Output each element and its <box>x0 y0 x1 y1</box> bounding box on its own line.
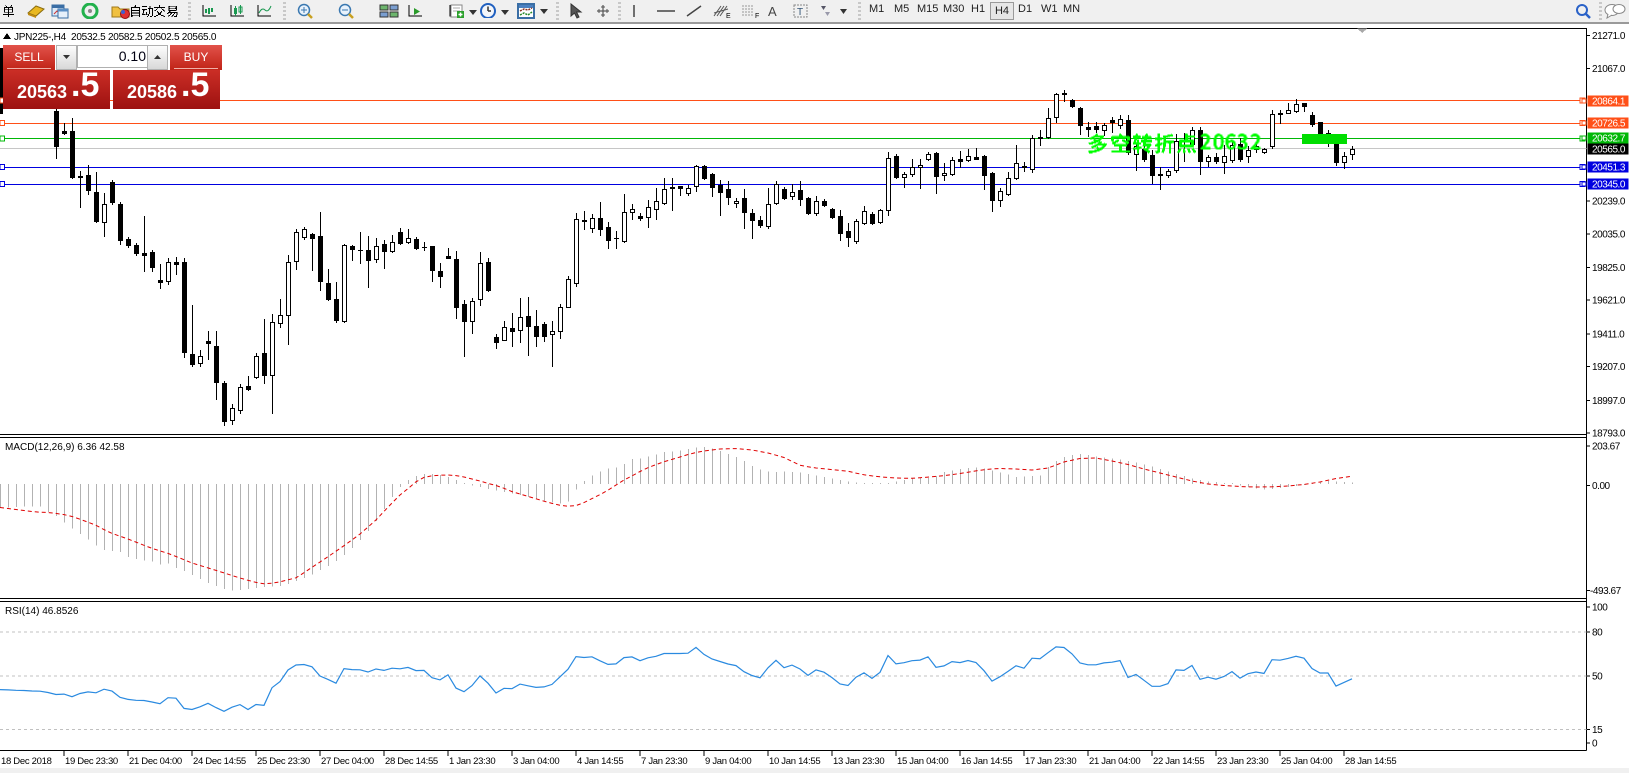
svg-text:MACD(12,26,9) 6.36 42.58: MACD(12,26,9) 6.36 42.58 <box>5 442 125 453</box>
svg-text:24 Dec 14:55: 24 Dec 14:55 <box>193 756 246 767</box>
svg-text:0: 0 <box>1592 739 1598 750</box>
svg-text:20451.3: 20451.3 <box>1592 163 1626 174</box>
svg-text:21 Dec 04:00: 21 Dec 04:00 <box>129 756 182 767</box>
svg-text:20864.1: 20864.1 <box>1592 96 1626 107</box>
svg-text:18 Dec 2018: 18 Dec 2018 <box>1 756 52 767</box>
svg-text:27 Dec 04:00: 27 Dec 04:00 <box>321 756 374 767</box>
svg-text:18997.0: 18997.0 <box>1592 396 1626 407</box>
svg-text:19 Dec 23:30: 19 Dec 23:30 <box>65 756 118 767</box>
svg-text:21271.0: 21271.0 <box>1592 31 1626 42</box>
svg-text:21067.0: 21067.0 <box>1592 64 1626 75</box>
svg-text:10 Jan 14:55: 10 Jan 14:55 <box>769 756 820 767</box>
svg-text:1 Jan 23:30: 1 Jan 23:30 <box>449 756 495 767</box>
svg-text:19825.0: 19825.0 <box>1592 263 1626 274</box>
svg-text:15: 15 <box>1592 725 1603 736</box>
svg-text:25 Dec 23:30: 25 Dec 23:30 <box>257 756 310 767</box>
svg-text:20345.0: 20345.0 <box>1592 180 1626 191</box>
svg-text:20239.0: 20239.0 <box>1592 197 1626 208</box>
svg-text:23 Jan 23:30: 23 Jan 23:30 <box>1217 756 1268 767</box>
svg-text:F: F <box>755 13 759 19</box>
svg-text:20726.5: 20726.5 <box>1592 118 1626 129</box>
svg-text:16 Jan 14:55: 16 Jan 14:55 <box>961 756 1012 767</box>
svg-text:20035.0: 20035.0 <box>1592 229 1626 240</box>
svg-text:25 Jan 04:00: 25 Jan 04:00 <box>1281 756 1332 767</box>
svg-text:19411.0: 19411.0 <box>1592 329 1625 340</box>
svg-text:T: T <box>797 7 803 18</box>
svg-text:7 Jan 23:30: 7 Jan 23:30 <box>641 756 687 767</box>
svg-text:17 Jan 23:30: 17 Jan 23:30 <box>1025 756 1076 767</box>
svg-text:9 Jan 04:00: 9 Jan 04:00 <box>705 756 751 767</box>
svg-text:JPN225-,H4 20532.5 20582.5 20: JPN225-,H4 20532.5 20582.5 20502.5 20565… <box>14 32 217 43</box>
svg-text:RSI(14) 46.8526: RSI(14) 46.8526 <box>5 606 79 617</box>
svg-text:100: 100 <box>1592 603 1608 614</box>
svg-text:18793.0: 18793.0 <box>1592 429 1626 440</box>
svg-text:19621.0: 19621.0 <box>1592 296 1626 307</box>
svg-text:-493.67: -493.67 <box>1590 586 1622 597</box>
svg-text:28 Dec 14:55: 28 Dec 14:55 <box>385 756 438 767</box>
svg-text:19207.0: 19207.0 <box>1592 362 1626 373</box>
svg-text:21 Jan 04:00: 21 Jan 04:00 <box>1089 756 1140 767</box>
svg-text:3 Jan 04:00: 3 Jan 04:00 <box>513 756 559 767</box>
svg-text:15 Jan 04:00: 15 Jan 04:00 <box>897 756 948 767</box>
svg-text:50: 50 <box>1592 672 1603 683</box>
svg-text:20565.0: 20565.0 <box>1592 144 1626 155</box>
svg-text:0.00: 0.00 <box>1592 481 1611 492</box>
svg-text:E: E <box>726 13 731 19</box>
svg-text:20632.7: 20632.7 <box>1592 134 1626 145</box>
svg-text:203.67: 203.67 <box>1592 442 1621 453</box>
svg-text:80: 80 <box>1592 628 1603 639</box>
svg-text:13 Jan 23:30: 13 Jan 23:30 <box>833 756 884 767</box>
svg-text:22 Jan 14:55: 22 Jan 14:55 <box>1153 756 1204 767</box>
svg-text:4 Jan 14:55: 4 Jan 14:55 <box>577 756 623 767</box>
svg-text:28 Jan 14:55: 28 Jan 14:55 <box>1345 756 1396 767</box>
